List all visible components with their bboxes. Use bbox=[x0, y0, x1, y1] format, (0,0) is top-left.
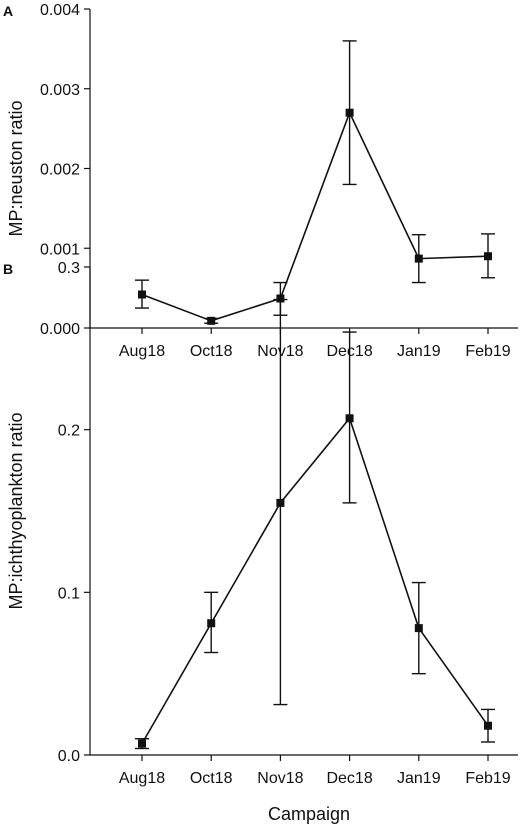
x-tick-label: Feb19 bbox=[465, 343, 510, 360]
series-line bbox=[141, 110, 489, 322]
data-point bbox=[414, 624, 423, 633]
data-point bbox=[345, 108, 354, 117]
data-point bbox=[138, 739, 146, 748]
data-point bbox=[484, 721, 492, 730]
panel-letter: B bbox=[3, 261, 13, 277]
y-axis-label: MP:neuston ratio bbox=[6, 100, 26, 236]
y-axis-label: MP:ichthyoplankton ratio bbox=[6, 412, 26, 609]
data-point bbox=[207, 619, 216, 628]
data-point bbox=[138, 290, 146, 299]
x-tick-label: Oct18 bbox=[190, 343, 233, 360]
data-point bbox=[276, 498, 285, 507]
y-tick-label: 0.1 bbox=[58, 585, 80, 602]
panel-b: B 0.0 0.1 0.2 0.3 Aug18 Oct18 Nov18 Dec18 Jan19 Fe… bbox=[3, 260, 518, 824]
y-tick-label: 0.003 bbox=[40, 82, 80, 99]
y-tick-label: 0.3 bbox=[58, 260, 80, 277]
y-tick-label: 0.000 bbox=[40, 321, 80, 338]
series-line bbox=[141, 416, 489, 745]
panel-letter: A bbox=[3, 3, 13, 19]
x-tick-label: Aug18 bbox=[119, 770, 165, 787]
x-tick-label: Jan19 bbox=[397, 770, 441, 787]
x-axis-label: Campaign bbox=[268, 804, 350, 824]
y-tick-label: 0.0 bbox=[58, 748, 80, 765]
y-tick-label: 0.002 bbox=[40, 162, 80, 179]
data-point bbox=[345, 414, 354, 423]
data-point bbox=[484, 252, 492, 261]
x-tick-label: Oct18 bbox=[190, 770, 233, 787]
y-tick-label: 0.2 bbox=[58, 423, 80, 440]
x-tick-label: Nov18 bbox=[257, 770, 303, 787]
data-point bbox=[207, 316, 216, 325]
x-tick-label: Feb19 bbox=[465, 770, 510, 787]
data-point bbox=[414, 254, 423, 263]
x-tick-label: Dec18 bbox=[326, 770, 372, 787]
y-tick-label: 0.001 bbox=[40, 241, 80, 258]
x-tick-label: Jan19 bbox=[397, 343, 441, 360]
x-tick-label: Aug18 bbox=[119, 343, 165, 360]
data-point bbox=[276, 294, 285, 303]
y-tick-label: 0.004 bbox=[40, 2, 80, 19]
